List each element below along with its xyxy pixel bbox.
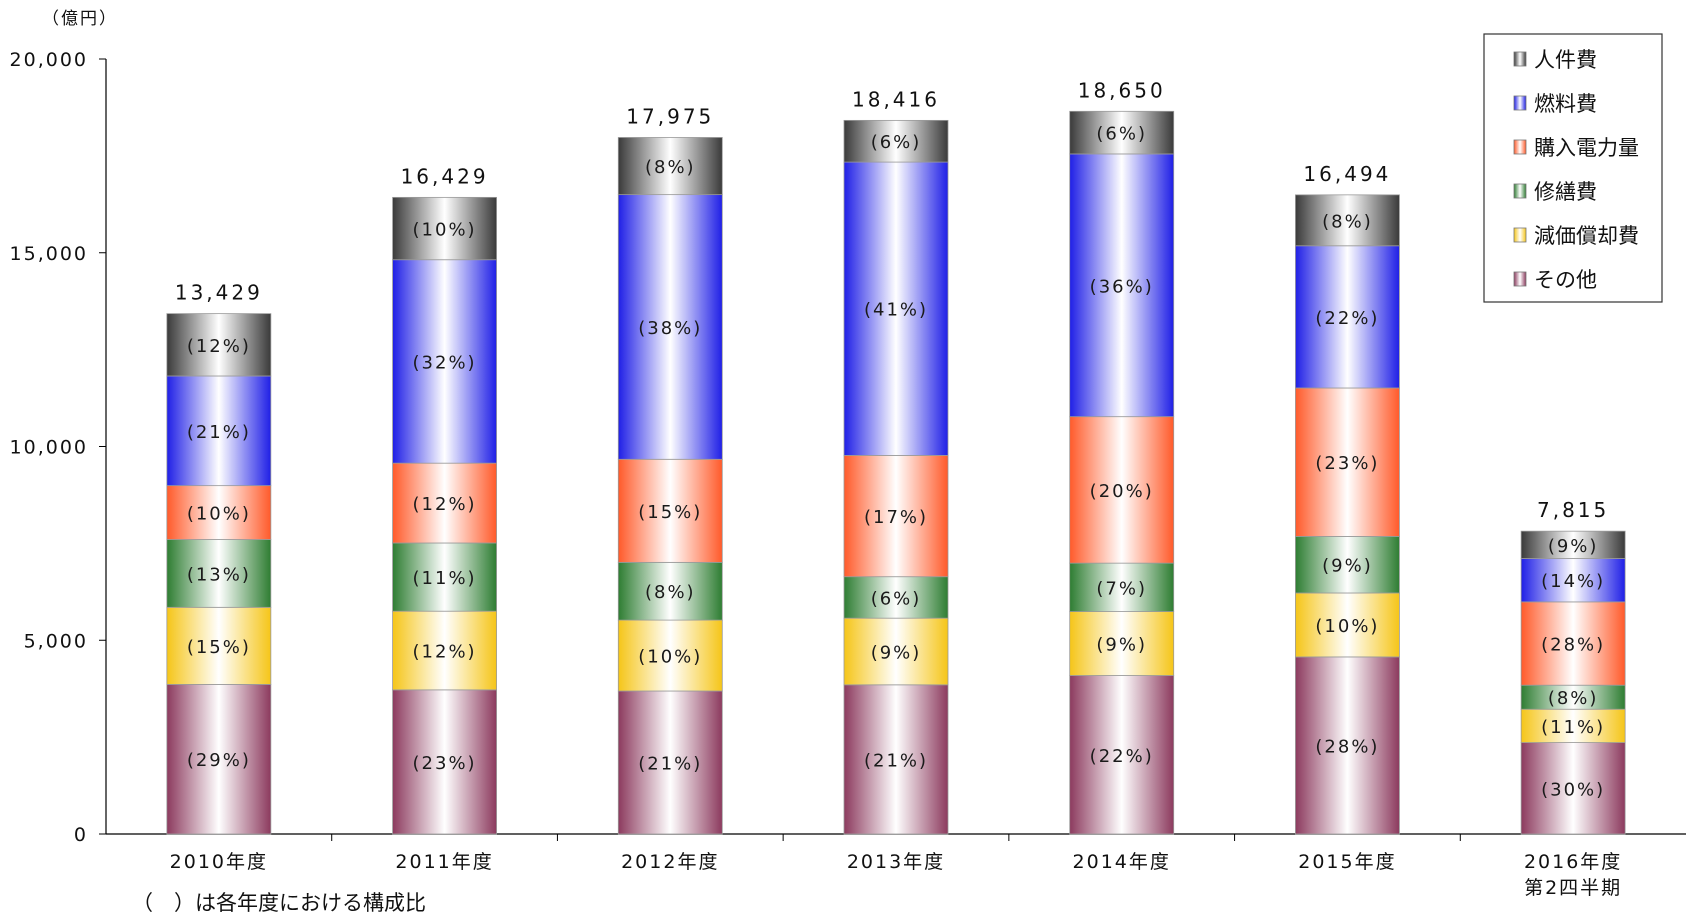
bar-group: (22%) (9%) (7%) (20%) (36%) (6%) 18,650 2014年度	[1070, 78, 1174, 873]
segment-percent-label: (20%)	[1090, 481, 1154, 502]
x-tick-label: 2011年度	[395, 851, 493, 873]
segment-percent-label: (15%)	[187, 637, 251, 658]
legend-swatch	[1514, 228, 1526, 242]
legend-item-label: その他	[1534, 268, 1597, 292]
segment-percent-label: (12%)	[187, 336, 251, 357]
segment-percent-label: (23%)	[1315, 453, 1379, 474]
legend-box	[1484, 34, 1662, 302]
segment-percent-label: (17%)	[864, 507, 928, 528]
legend-item-label: 減価償却費	[1534, 224, 1639, 248]
segment-percent-label: (11%)	[1541, 717, 1605, 738]
segment-percent-label: (21%)	[864, 750, 928, 771]
footnote: （ ）は各年度における構成比	[132, 891, 426, 915]
segment-percent-label: (8%)	[645, 582, 696, 603]
segment-percent-label: (28%)	[1315, 736, 1379, 757]
x-tick-label: 2013年度	[847, 851, 945, 873]
segment-percent-label: (8%)	[1548, 688, 1599, 709]
segment-percent-label: (11%)	[413, 568, 477, 589]
bar-group: (23%) (12%) (11%) (12%) (32%) (10%) 16,429 2011…	[393, 164, 497, 873]
segment-percent-label: (8%)	[645, 157, 696, 178]
legend-swatch	[1514, 96, 1526, 110]
segment-percent-label: (9%)	[1322, 556, 1373, 577]
legend-swatch	[1514, 52, 1526, 66]
segment-percent-label: (8%)	[1322, 211, 1373, 232]
segment-percent-label: (9%)	[1096, 635, 1147, 656]
y-tick-label: 10,000	[10, 437, 88, 459]
segment-percent-label: (10%)	[638, 647, 702, 668]
segment-percent-label: (6%)	[871, 132, 922, 153]
bar-total-label: 16,429	[401, 164, 489, 188]
segment-percent-label: (10%)	[1315, 616, 1379, 637]
y-tick-label: 5,000	[24, 630, 88, 652]
segment-percent-label: (15%)	[638, 502, 702, 523]
bar-total-label: 18,416	[852, 87, 940, 111]
bar-group: (29%) (15%) (13%) (10%) (21%) (12%) 13,429 2010…	[167, 281, 271, 873]
legend-item-label: 購入電力量	[1534, 136, 1639, 160]
segment-percent-label: (22%)	[1315, 308, 1379, 329]
legend-swatch	[1514, 184, 1526, 198]
segment-percent-label: (13%)	[187, 564, 251, 585]
legend-item-label: 修繕費	[1534, 180, 1597, 204]
legend-item-label: 人件費	[1534, 48, 1597, 72]
segment-percent-label: (41%)	[864, 300, 928, 321]
segment-percent-label: (7%)	[1096, 578, 1147, 599]
segment-percent-label: (38%)	[638, 318, 702, 339]
x-tick-label: 2010年度	[170, 851, 268, 873]
legend-item-label: 燃料費	[1534, 92, 1597, 116]
bar-group: (21%) (10%) (8%) (15%) (38%) (8%) 17,975 2012年度	[618, 104, 722, 873]
legend-swatch	[1514, 140, 1526, 154]
segment-percent-label: (12%)	[413, 494, 477, 515]
x-tick-label: 2015年度	[1298, 851, 1396, 873]
bar-group: (30%) (11%) (8%) (28%) (14%) (9%) 7,815 2016年度第…	[1521, 498, 1625, 899]
segment-percent-label: (14%)	[1541, 571, 1605, 592]
segment-percent-label: (36%)	[1090, 276, 1154, 297]
bar-total-label: 13,429	[175, 281, 263, 305]
legend: 人件費燃料費購入電力量修繕費減価償却費その他	[1484, 34, 1662, 302]
bar-group: (21%) (9%) (6%) (17%) (41%) (6%) 18,416 2013年度	[844, 87, 948, 873]
y-tick-label: 0	[74, 824, 88, 846]
x-tick-label: 2012年度	[621, 851, 719, 873]
segment-percent-label: (28%)	[1541, 635, 1605, 656]
x-tick-label-line2: 第2四半期	[1524, 877, 1622, 899]
y-tick-label: 20,000	[10, 49, 88, 71]
segment-percent-label: (29%)	[187, 750, 251, 771]
segment-percent-label: (10%)	[187, 504, 251, 525]
bar-total-label: 17,975	[626, 104, 714, 128]
bars: (29%) (15%) (13%) (10%) (21%) (12%) 13,429 2010…	[167, 78, 1625, 899]
bar-total-label: 7,815	[1537, 498, 1609, 522]
segment-percent-label: (10%)	[413, 220, 477, 241]
segment-percent-label: (22%)	[1090, 746, 1154, 767]
legend-swatch	[1514, 272, 1526, 286]
segment-percent-label: (32%)	[413, 352, 477, 373]
segment-percent-label: (21%)	[638, 754, 702, 775]
segment-percent-label: (9%)	[871, 642, 922, 663]
bar-group: (28%) (10%) (9%) (23%) (22%) (8%) 16,494 2015年度	[1295, 162, 1399, 873]
segment-percent-label: (21%)	[187, 422, 251, 443]
y-tick-label: 15,000	[10, 243, 88, 265]
segment-percent-label: (30%)	[1541, 779, 1605, 800]
bar-total-label: 16,494	[1303, 162, 1391, 186]
y-unit-label: （億円）	[42, 9, 118, 29]
segment-percent-label: (9%)	[1548, 536, 1599, 557]
x-tick-label: 2016年度	[1524, 851, 1622, 873]
segment-percent-label: (6%)	[1096, 124, 1147, 145]
segment-percent-label: (23%)	[413, 753, 477, 774]
x-tick-label: 2014年度	[1073, 851, 1171, 873]
bar-total-label: 18,650	[1078, 78, 1166, 102]
segment-percent-label: (6%)	[871, 588, 922, 609]
segment-percent-label: (12%)	[413, 642, 477, 663]
